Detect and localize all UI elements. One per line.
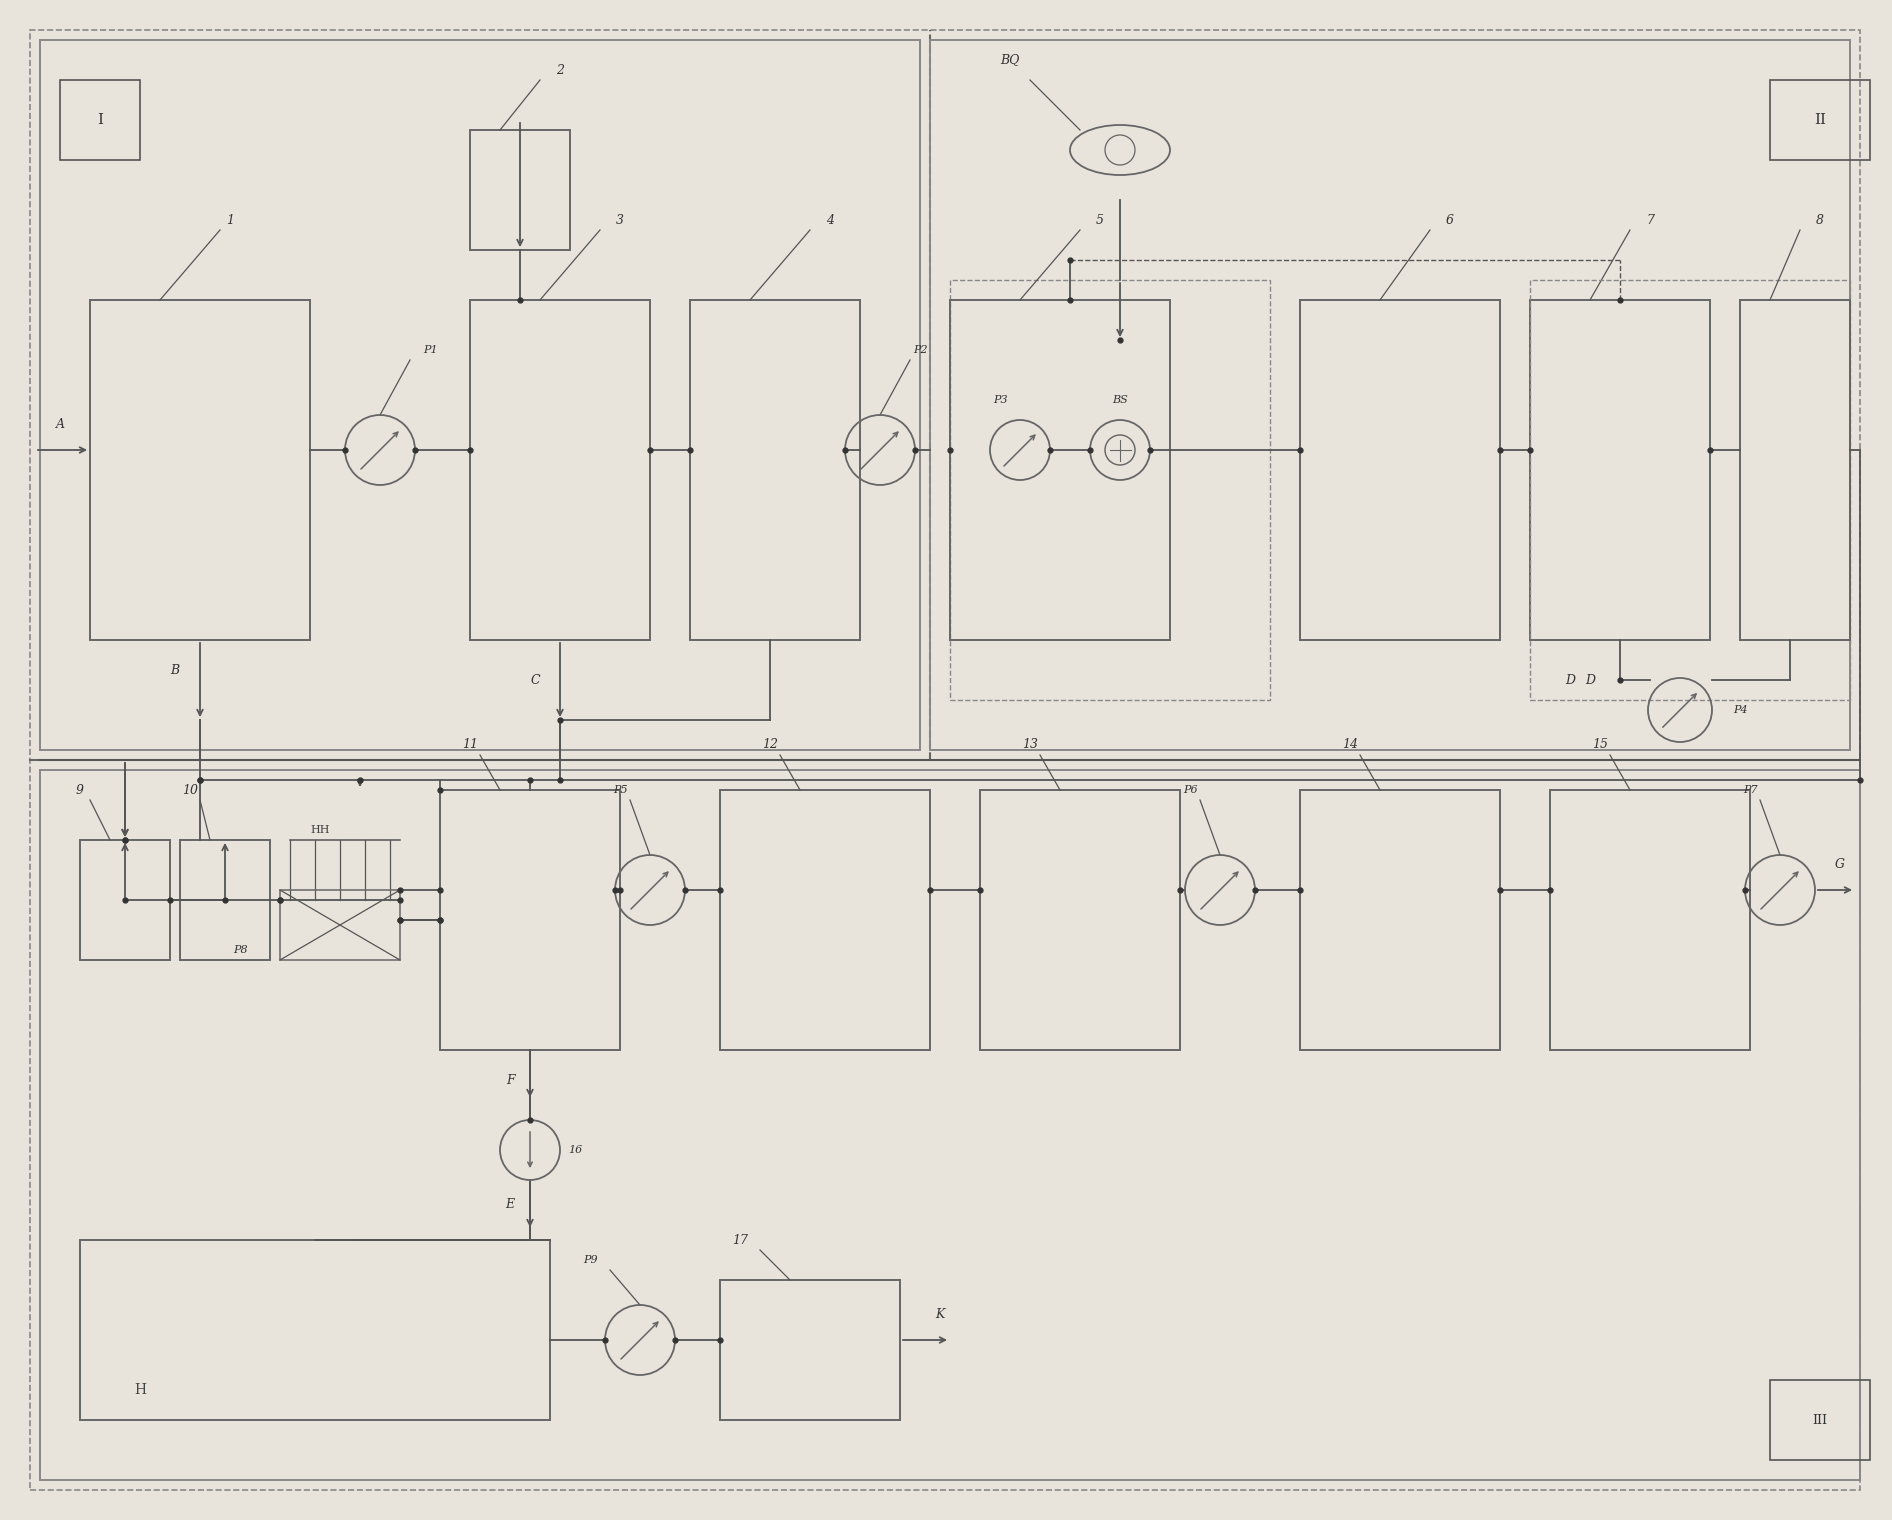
Bar: [441, 790, 621, 1050]
Text: 14: 14: [1341, 739, 1358, 751]
Text: 17: 17: [732, 1234, 747, 1246]
Text: P7: P7: [1743, 784, 1758, 795]
Text: 11: 11: [462, 739, 479, 751]
Text: 3: 3: [617, 213, 624, 226]
Text: 6: 6: [1445, 213, 1453, 226]
Text: III: III: [1813, 1414, 1828, 1426]
Text: E: E: [505, 1198, 515, 1211]
Bar: [79, 841, 170, 961]
Bar: [280, 891, 399, 961]
Bar: [721, 1280, 901, 1420]
Text: 10: 10: [182, 783, 199, 796]
Bar: [1300, 299, 1500, 640]
Text: HH: HH: [310, 825, 329, 834]
Text: 12: 12: [762, 739, 778, 751]
Text: 4: 4: [827, 213, 834, 226]
Text: P1: P1: [422, 345, 437, 356]
Bar: [950, 299, 1169, 640]
Text: P9: P9: [583, 1256, 598, 1265]
Bar: [180, 841, 271, 961]
Text: B: B: [170, 664, 180, 676]
Text: 15: 15: [1591, 739, 1608, 751]
Text: K: K: [935, 1309, 944, 1321]
Text: 7: 7: [1646, 213, 1654, 226]
Text: P5: P5: [613, 784, 628, 795]
Text: P6: P6: [1182, 784, 1198, 795]
Bar: [931, 40, 1850, 749]
Bar: [40, 40, 920, 749]
Text: BS: BS: [1112, 395, 1128, 404]
Bar: [469, 131, 569, 249]
Bar: [980, 790, 1181, 1050]
Text: 1: 1: [225, 213, 235, 226]
Text: F: F: [505, 1073, 515, 1087]
Bar: [79, 1240, 551, 1420]
Text: P8: P8: [233, 945, 248, 955]
Text: P4: P4: [1733, 705, 1748, 714]
Bar: [61, 81, 140, 160]
Text: P2: P2: [912, 345, 927, 356]
Bar: [469, 299, 651, 640]
Text: C: C: [530, 673, 539, 687]
Text: H: H: [134, 1383, 146, 1397]
Text: P3: P3: [993, 395, 1007, 404]
Bar: [91, 299, 310, 640]
Text: I: I: [96, 112, 102, 128]
Text: D: D: [1585, 673, 1595, 687]
Text: 5: 5: [1095, 213, 1105, 226]
Bar: [1771, 81, 1869, 160]
Bar: [1300, 790, 1500, 1050]
Bar: [721, 790, 931, 1050]
Text: G: G: [1835, 859, 1845, 871]
Text: II: II: [1814, 112, 1826, 128]
Text: 2: 2: [556, 64, 564, 76]
Text: BQ: BQ: [1001, 53, 1020, 67]
Bar: [1531, 299, 1710, 640]
Text: 9: 9: [76, 783, 83, 796]
Bar: [1741, 299, 1850, 640]
Bar: [40, 771, 1860, 1480]
Bar: [691, 299, 861, 640]
Bar: [1771, 1380, 1869, 1461]
Text: 16: 16: [568, 1145, 583, 1155]
Text: 8: 8: [1816, 213, 1824, 226]
Text: A: A: [55, 418, 64, 432]
Text: D: D: [1565, 673, 1574, 687]
Bar: [1531, 280, 1850, 701]
Text: 13: 13: [1022, 739, 1039, 751]
Bar: [1550, 790, 1750, 1050]
Bar: [950, 280, 1270, 701]
